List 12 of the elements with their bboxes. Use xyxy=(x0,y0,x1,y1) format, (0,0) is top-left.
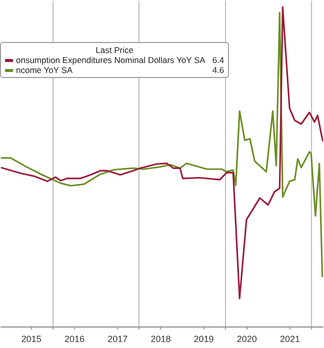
x-tick-label: 2019 xyxy=(194,334,214,344)
x-tick-label: 2020 xyxy=(236,334,257,344)
x-tick-label: 2018 xyxy=(150,334,171,344)
legend-label: ncome YoY SA xyxy=(16,65,73,75)
x-tick-label: 2017 xyxy=(108,334,128,344)
legend-title: Last Price xyxy=(94,45,134,55)
annotation: 4.6 xyxy=(211,65,224,75)
x-tick-label: 2021 xyxy=(280,334,300,344)
x-tick-label: 2016 xyxy=(64,334,85,344)
annotation: 6.4 xyxy=(211,55,224,65)
legend-label: onsumption Expenditures Nominal Dollars YoY SA xyxy=(16,55,206,65)
x-tick-label: 2015 xyxy=(21,334,42,344)
